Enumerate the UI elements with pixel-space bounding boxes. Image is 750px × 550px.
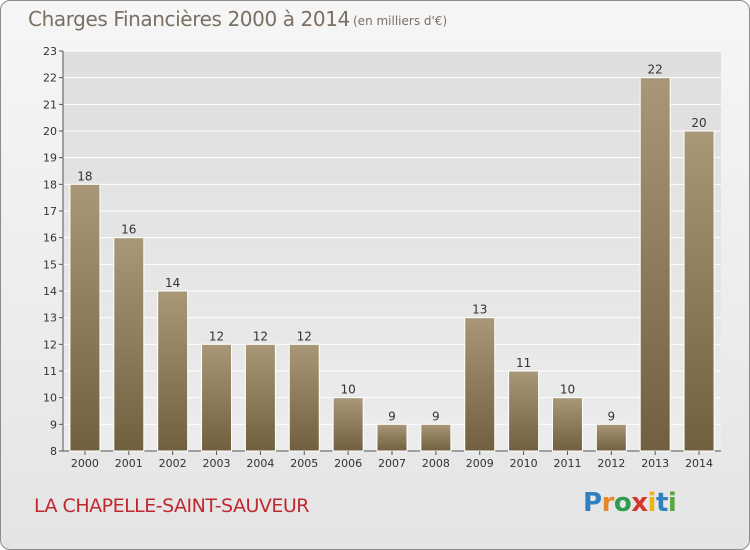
y-tick-label: 19 — [43, 152, 57, 165]
bar-value-label: 12 — [253, 329, 268, 343]
bar — [288, 343, 320, 452]
bar-value-label: 22 — [648, 63, 663, 77]
bar-value-label: 9 — [432, 409, 440, 423]
y-tick-label: 23 — [43, 45, 57, 58]
x-tick-label: 2002 — [159, 457, 187, 470]
y-tick-label: 8 — [50, 445, 57, 458]
x-tick-label: 2001 — [115, 457, 143, 470]
proxiti-logo[interactable]: Proxiti — [583, 488, 677, 518]
y-tick-label: 16 — [43, 232, 57, 245]
bar-value-label: 10 — [340, 383, 355, 397]
x-tick-label: 2011 — [553, 457, 581, 470]
y-tick-label: 21 — [43, 98, 57, 111]
x-tick-label: 2012 — [597, 457, 625, 470]
y-tick-label: 12 — [43, 338, 57, 351]
bar — [464, 317, 496, 452]
x-tick-label: 2004 — [246, 457, 274, 470]
bar-value-label: 16 — [121, 223, 136, 237]
x-tick-label: 2003 — [203, 457, 231, 470]
commune-name: LA CHAPELLE-SAINT-SAUVEUR — [34, 495, 309, 517]
bar-value-label: 13 — [472, 303, 487, 317]
y-tick-label: 13 — [43, 312, 57, 325]
bar — [332, 397, 364, 452]
bar — [157, 290, 189, 452]
x-tick-label: 2009 — [466, 457, 494, 470]
bar — [595, 423, 627, 452]
x-tick-label: 2008 — [422, 457, 450, 470]
x-tick-label: 2007 — [378, 457, 406, 470]
bar-value-label: 11 — [516, 356, 531, 370]
bar — [376, 423, 408, 452]
y-tick-label: 18 — [43, 178, 57, 191]
bar — [683, 130, 715, 452]
x-tick-label: 2013 — [641, 457, 669, 470]
bar-value-label: 20 — [691, 116, 706, 130]
bar — [639, 77, 671, 452]
y-tick-label: 20 — [43, 125, 57, 138]
bar-value-label: 10 — [560, 383, 575, 397]
chart-subtitle: (en milliers d'€) — [353, 14, 448, 28]
bar-value-label: 14 — [165, 276, 180, 290]
bar-value-label: 18 — [77, 169, 92, 183]
bar — [113, 237, 145, 452]
y-tick-label: 11 — [43, 365, 57, 378]
x-tick-label: 2006 — [334, 457, 362, 470]
bar — [508, 370, 540, 452]
bar-value-label: 9 — [608, 409, 616, 423]
x-tick-label: 2005 — [290, 457, 318, 470]
bar — [244, 343, 276, 452]
y-tick-label: 17 — [43, 205, 57, 218]
y-tick-label: 15 — [43, 258, 57, 271]
y-tick-label: 10 — [43, 392, 57, 405]
bar — [201, 343, 233, 452]
bar-value-label: 12 — [297, 329, 312, 343]
x-tick-label: 2014 — [685, 457, 713, 470]
y-tick-label: 9 — [50, 418, 57, 431]
y-tick-label: 22 — [43, 72, 57, 85]
chart-title: Charges Financières 2000 à 2014 — [28, 7, 350, 31]
bar-value-label: 12 — [209, 329, 224, 343]
y-tick-label: 14 — [43, 285, 57, 298]
bar — [69, 183, 101, 452]
x-tick-label: 2010 — [510, 457, 538, 470]
bar-value-label: 9 — [388, 409, 396, 423]
bar — [551, 397, 583, 452]
bar — [420, 423, 452, 452]
x-tick-label: 2000 — [71, 457, 99, 470]
